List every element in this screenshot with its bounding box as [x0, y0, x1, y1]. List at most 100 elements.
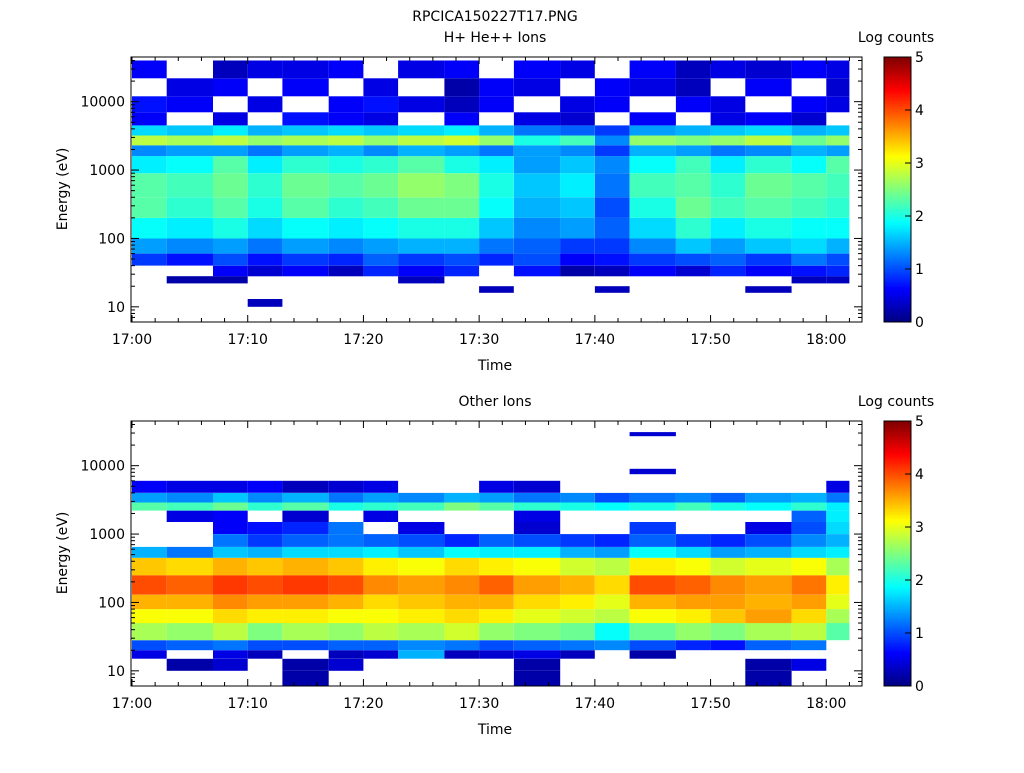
spectrogram-cell [479, 594, 514, 610]
spectrogram-cell [791, 658, 827, 671]
colorbar-swatch [884, 295, 911, 299]
spectrogram-cell [166, 658, 213, 671]
axes: 17:00 17:10 17:20 17:30 17:40 17:50 18:00 10 100… [80, 57, 862, 348]
spectrogram-cell [594, 557, 630, 576]
colorbar-tick-label: 2 [915, 209, 924, 225]
spectrogram-cell [513, 125, 561, 136]
spectrogram-cell [675, 135, 711, 146]
colorbar-swatch [884, 641, 911, 645]
spectrogram-cell [745, 609, 792, 624]
colorbar-swatch [884, 496, 911, 499]
spectrogram-cell [629, 145, 676, 157]
colorbar-swatch [884, 646, 911, 649]
spectrogram-cell [826, 594, 850, 610]
colorbar-swatch [884, 626, 911, 629]
spectrogram-cell [594, 197, 630, 218]
spectrogram-cell [166, 145, 213, 157]
colorbar-swatch [884, 127, 911, 131]
spectrogram-cell [826, 546, 850, 558]
spectrogram-cell [710, 623, 746, 641]
colorbar-swatch [884, 70, 911, 73]
colorbar-swatch [884, 445, 911, 448]
x-tick-label: 18:00 [806, 332, 846, 348]
colorbar-swatch [884, 557, 911, 561]
spectrogram-cell [560, 640, 595, 651]
spectrogram-cell [398, 609, 445, 624]
colorbar-swatch [884, 518, 911, 521]
colorbar-swatch [884, 246, 911, 250]
spectrogram-cell [479, 78, 514, 97]
colorbar-swatch [884, 520, 911, 523]
colorbar-swatch [884, 648, 911, 652]
spectrogram-cell [479, 650, 514, 659]
spectrogram-cell [213, 546, 248, 558]
spectrogram-cell [560, 156, 595, 174]
colorbar-swatch [884, 447, 911, 451]
spectrogram-cell [213, 502, 248, 511]
colorbar-swatch [884, 577, 911, 581]
spectrogram-cell [560, 135, 595, 146]
spectrogram-cell [826, 173, 850, 198]
spectrogram-cell [560, 145, 595, 157]
spectrogram-cell [745, 575, 792, 595]
spectrogram-cell [398, 217, 445, 239]
spectrogram-cell [444, 238, 480, 254]
spectrogram-cell [132, 156, 167, 174]
spectrogram-cell [479, 534, 514, 547]
colorbar-swatch [884, 606, 911, 610]
spectrogram-cell [132, 173, 167, 198]
colorbar-swatch [884, 145, 911, 148]
spectrogram-cell [166, 575, 213, 595]
colorbar-label: Log counts [858, 394, 934, 410]
colorbar-swatch [884, 182, 911, 186]
spectrogram-cell [479, 197, 514, 218]
spectrogram-cell [675, 534, 711, 547]
colorbar-swatch [884, 196, 911, 199]
y-tick-label: 10 [107, 300, 125, 316]
spectrogram-cell [282, 238, 329, 254]
spectrogram-cell [594, 253, 630, 266]
colorbar-swatch [884, 151, 911, 155]
spectrogram-cell [166, 557, 213, 576]
spectrogram-cell [247, 492, 283, 503]
spectrogram-cell [560, 238, 595, 254]
colorbar-swatch [884, 635, 911, 638]
colorbar-swatch [884, 202, 911, 206]
colorbar-swatch [884, 580, 911, 583]
spectrogram-cell [791, 575, 827, 595]
x-tick-label: 17:00 [112, 332, 152, 348]
spectrogram-cell [479, 286, 514, 293]
spectrogram-cell [594, 125, 630, 136]
spectrogram-cell [513, 253, 561, 266]
spectrogram-cell [247, 609, 283, 624]
spectrogram-cell [826, 575, 850, 595]
spectrogram-cell [629, 217, 676, 239]
spectrogram-cell [247, 299, 283, 307]
colorbar-tick-label: 3 [915, 156, 924, 172]
colorbar-swatch [884, 255, 911, 259]
spectrogram-cell [444, 125, 480, 136]
colorbar-swatch [884, 238, 911, 241]
colorbar-swatch [884, 584, 911, 588]
spectrogram-cell [710, 135, 746, 146]
colorbar-swatch [884, 105, 911, 109]
spectrogram-cell [826, 557, 850, 576]
colorbar-swatch [884, 443, 911, 446]
colorbar-swatch [884, 319, 911, 323]
spectrogram-cell [791, 60, 827, 79]
colorbar-swatch [884, 171, 911, 175]
colorbar-swatch [884, 465, 911, 468]
colorbar-swatch [884, 458, 911, 462]
y-tick-label: 10000 [80, 459, 125, 475]
spectrogram-cell [710, 112, 746, 126]
spectrogram-cell [328, 557, 364, 576]
spectrogram-cell [213, 650, 248, 659]
spectrogram-cell [444, 135, 480, 146]
spectrogram-cell [398, 276, 445, 284]
colorbar-swatch [884, 218, 911, 221]
spectrogram-cell [444, 156, 480, 174]
colorbar-swatch [884, 284, 911, 288]
y-tick-label: 100 [98, 231, 125, 247]
spectrogram-cell [479, 125, 514, 136]
spectrogram-cell [479, 145, 514, 157]
